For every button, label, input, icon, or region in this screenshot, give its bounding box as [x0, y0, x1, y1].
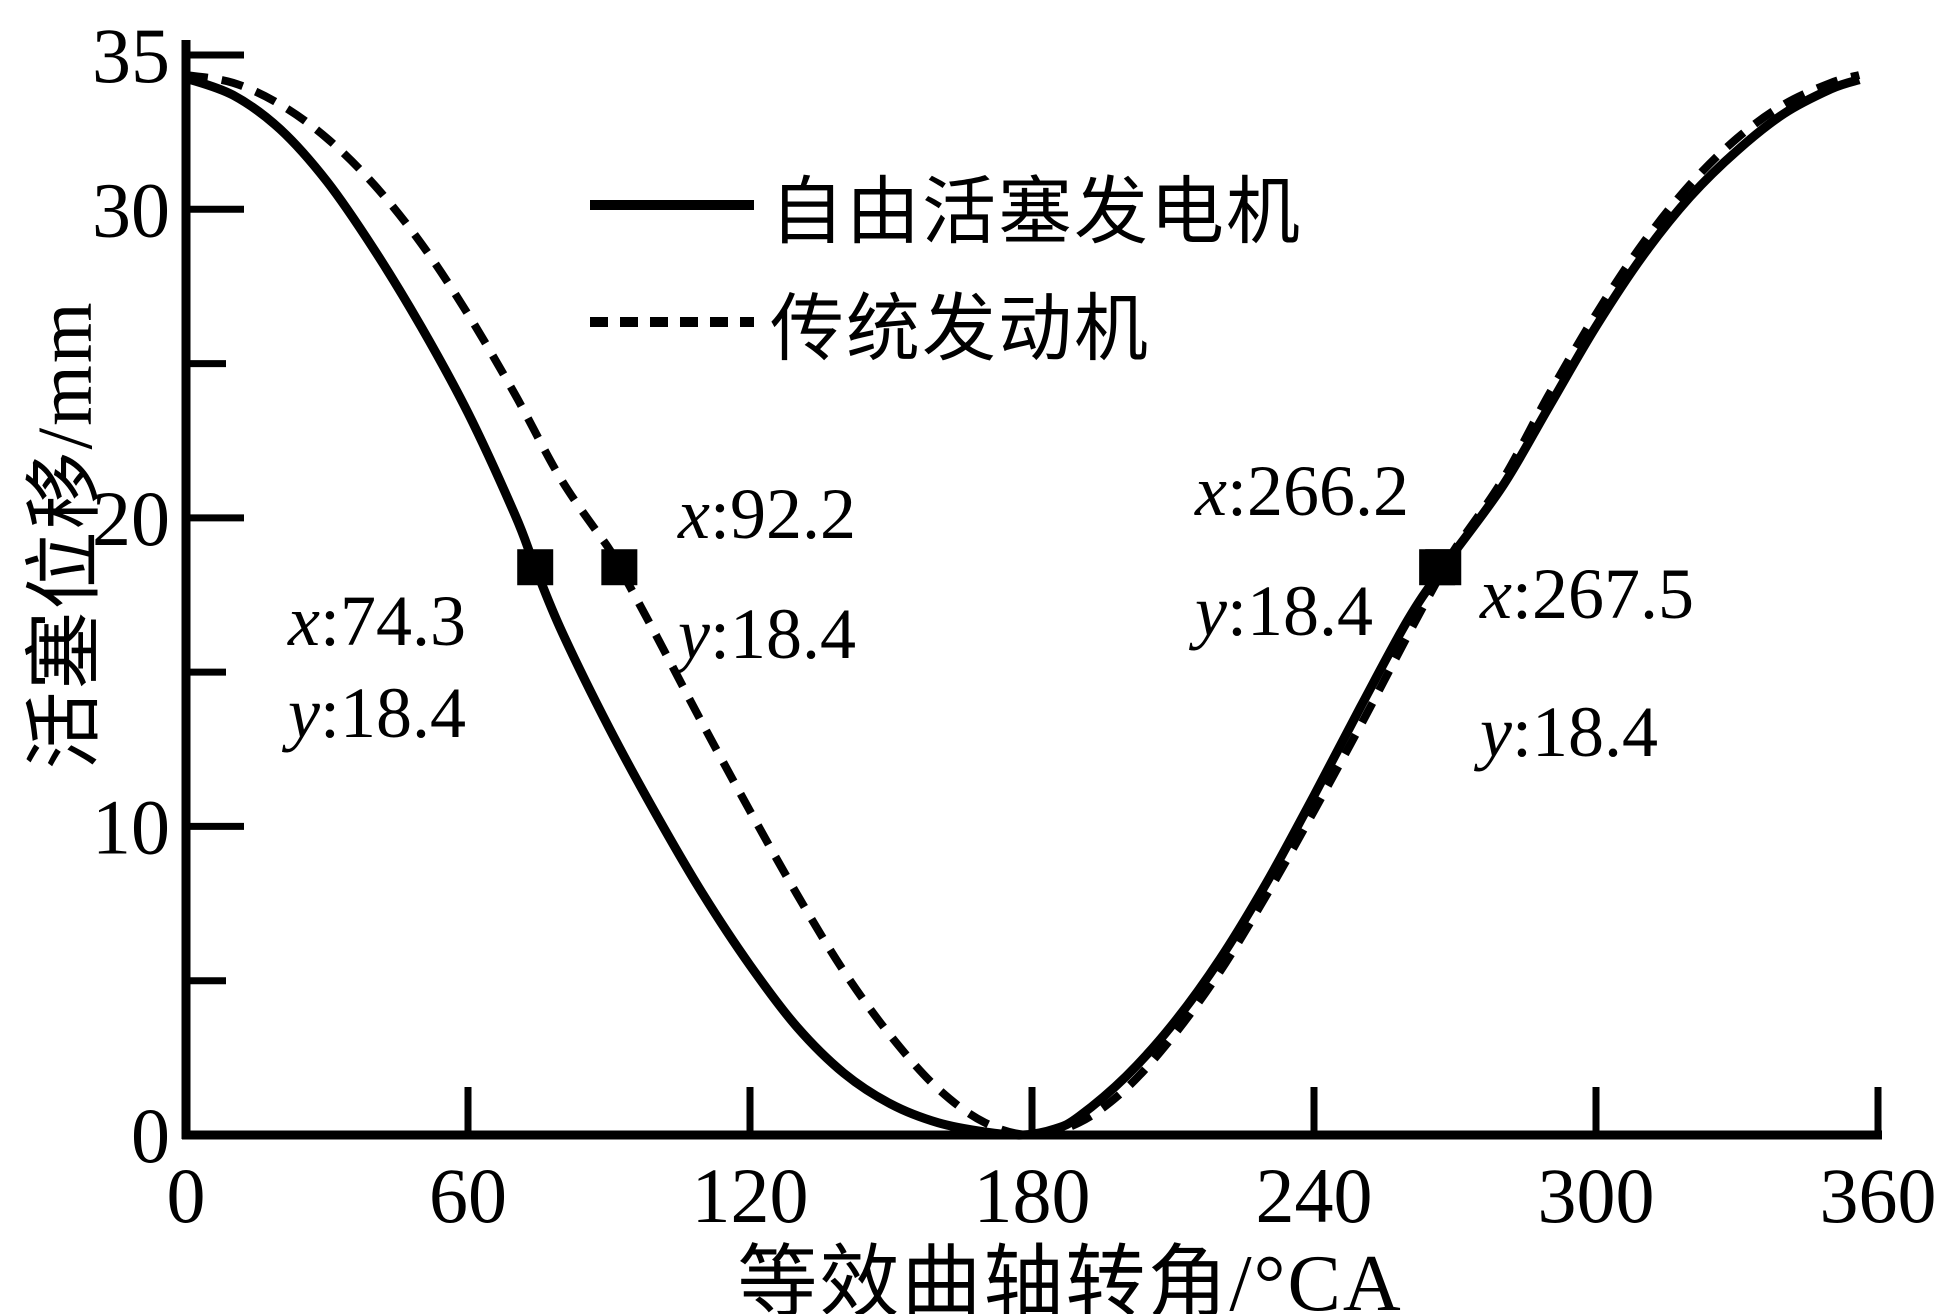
y-tick-label-30: 30: [92, 166, 170, 253]
legend-label-traditional-engine: 传统发动机: [770, 288, 1150, 371]
annotation-x92.2-line2: y:18.4: [678, 594, 856, 674]
legend-item-free-piston-generator: 自由活塞发电机: [588, 167, 1302, 254]
x-tick-label-300: 300: [1538, 1152, 1655, 1239]
legend-line-dashed-icon: [590, 317, 754, 327]
curve-traditional-engine: [185, 71, 1861, 1140]
y-tick-label-0: 0: [131, 1092, 170, 1179]
x-tick-label-60: 60: [429, 1152, 507, 1239]
annotation-x267.5-line2: y:18.4: [1480, 692, 1658, 772]
marker-point-92.2: [601, 549, 638, 586]
y-axis-title: 活塞位移/mm: [21, 300, 108, 770]
annotation-x266.2-line2: y:18.4: [1195, 571, 1373, 651]
annotation-x92.2-line1: x:92.2: [678, 474, 856, 554]
x-tick-label-240: 240: [1256, 1152, 1373, 1239]
y-tick-label-10: 10: [92, 783, 170, 870]
x-axis-title: 等效曲轴转角/°CA: [737, 1240, 1403, 1314]
legend-line-solid-icon: [590, 200, 754, 210]
annotation-x267.5-line1: x:267.5: [1480, 554, 1694, 634]
annotation-x266.2-line1: x:266.2: [1195, 451, 1409, 531]
legend-item-traditional-engine: 传统发动机: [588, 284, 1150, 371]
annotation-x74.3-line2: y:18.4: [288, 673, 466, 753]
x-tick-label-180: 180: [974, 1152, 1091, 1239]
x-tick-label-120: 120: [692, 1152, 809, 1239]
marker-point-74.3: [517, 549, 554, 586]
x-tick-label-0: 0: [167, 1152, 206, 1239]
curve-free-piston-generator: [184, 73, 1861, 1140]
y-tick-label-35: 35: [92, 12, 170, 99]
marker-point-267.5: [1425, 549, 1462, 586]
x-tick-label-360: 360: [1820, 1152, 1937, 1239]
legend-label-free-piston-generator: 自由活塞发电机: [770, 171, 1302, 254]
annotation-x74.3-line1: x:74.3: [288, 581, 466, 661]
y-tick-label-20: 20: [92, 475, 170, 562]
